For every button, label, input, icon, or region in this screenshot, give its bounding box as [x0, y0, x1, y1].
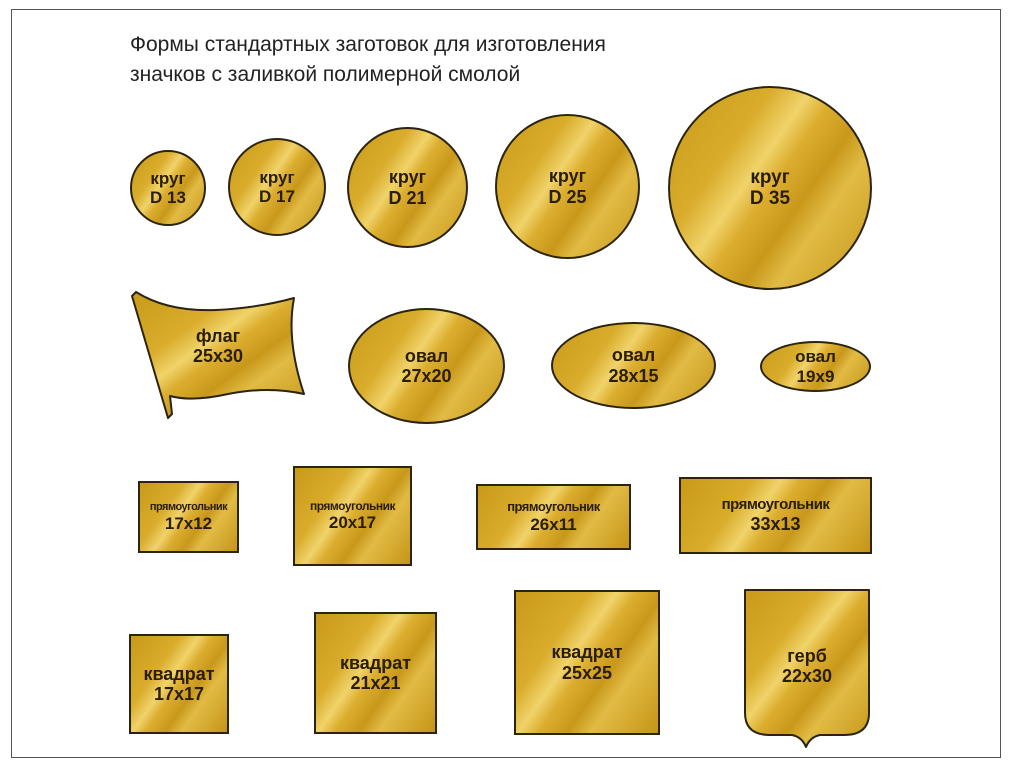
blank-size: 21x21 — [350, 673, 401, 693]
square-21x21: квадрат 21x21 — [314, 612, 437, 734]
blank-name: круг — [548, 166, 587, 187]
blank-size: 33x13 — [750, 513, 801, 534]
rectangle-33x13: прямоугольник 33x13 — [679, 477, 872, 554]
blank-name: квадрат — [339, 652, 412, 673]
diagram-frame — [11, 9, 1001, 758]
square-25x25: квадрат 25x25 — [514, 590, 660, 735]
blank-size: 26x11 — [530, 514, 577, 534]
blank-size: 20x17 — [328, 513, 377, 533]
oval-27x20: овал 27x20 — [348, 308, 505, 424]
rectangle-17x12: прямоугольник 17x12 — [138, 481, 239, 553]
oval-19x9: овал 19x9 — [760, 341, 871, 392]
coat-of-arms-shape — [744, 589, 870, 748]
coat-of-arms-label: герб 22x30 — [758, 638, 856, 694]
blank-name: флаг — [195, 325, 241, 346]
blank-name: овал — [611, 345, 656, 366]
blank-name: прямоугольник — [721, 496, 830, 514]
rectangle-20x17: прямоугольник 20x17 — [293, 466, 412, 566]
blank-size: 25x30 — [192, 346, 244, 366]
blank-name: квадрат — [551, 642, 623, 663]
blank-size: D 35 — [749, 188, 791, 209]
blank-size: 22x30 — [781, 666, 833, 686]
blank-size: 28x15 — [608, 365, 659, 386]
blank-name: прямоугольник — [310, 498, 396, 513]
blank-size: 17x12 — [164, 513, 213, 533]
blank-size: D 21 — [388, 187, 427, 208]
oval-28x15: овал 28x15 — [551, 322, 716, 409]
blank-name: круг — [259, 167, 295, 187]
circle-d17: круг D 17 — [228, 138, 326, 236]
blank-size: 19x9 — [796, 366, 835, 386]
blank-name: квадрат — [143, 663, 215, 684]
blank-name: герб — [787, 645, 827, 666]
blank-name: прямоугольник — [149, 501, 228, 514]
blank-size: D 25 — [548, 186, 587, 207]
flag-label: флаг 25x30 — [168, 318, 268, 374]
blank-name: круг — [150, 168, 186, 188]
blank-size: D 17 — [259, 187, 295, 206]
square-17x17: квадрат 17x17 — [129, 634, 229, 734]
blank-name: овал — [404, 345, 449, 366]
circle-d21: круг D 21 — [347, 127, 468, 248]
title-line-1: Формы стандартных заготовок для изготовл… — [130, 33, 606, 56]
rectangle-26x11: прямоугольник 26x11 — [476, 484, 631, 550]
circle-d35: круг D 35 — [668, 86, 872, 290]
circle-d25: круг D 25 — [495, 114, 640, 259]
blank-size: D 13 — [150, 188, 186, 207]
circle-d13: круг D 13 — [130, 150, 206, 226]
blank-name: круг — [388, 167, 427, 188]
blank-name: овал — [795, 347, 836, 367]
diagram-title: Формы стандартных заготовок для изготовл… — [130, 30, 606, 90]
title-line-2: значков с заливкой полимерной смолой — [130, 63, 521, 86]
blank-size: 27x20 — [401, 366, 452, 386]
blank-name: прямоугольник — [507, 499, 600, 515]
blank-size: 17x17 — [153, 684, 205, 704]
blank-name: круг — [750, 166, 790, 188]
blank-size: 25x25 — [561, 662, 613, 683]
flag-shape — [131, 291, 305, 419]
